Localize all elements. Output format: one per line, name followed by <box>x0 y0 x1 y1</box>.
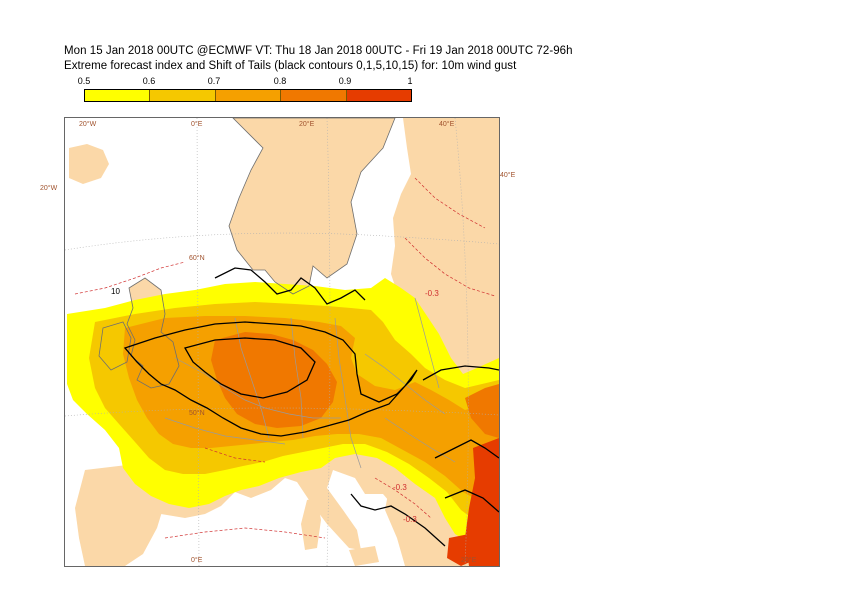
grid-label-bottom-0e: 0°E <box>191 557 203 564</box>
legend-swatch-0-7-0-8 <box>215 90 282 101</box>
grid-label-top-20e: 20°E <box>299 121 315 128</box>
legend-swatch-0-9-1 <box>346 90 412 101</box>
grid-label-left-20w: 20°W <box>40 185 58 192</box>
grid-label-right-40e: 40°E <box>500 172 516 179</box>
legend-swatch-0-8-0-9 <box>281 90 347 101</box>
negative-efi-contours <box>74 177 496 539</box>
coastlines <box>98 118 396 389</box>
sot-contour-southeast-2 <box>444 489 499 513</box>
legend-label-0-6: 0.6 <box>142 76 156 86</box>
sot-contour-main <box>123 321 418 437</box>
grid-label-bottom-20e: 20°E <box>461 557 477 564</box>
map-canvas: -0.3 -0.3 -0.3 10 <box>65 118 499 566</box>
contour-labels: -0.3 -0.3 -0.3 10 <box>111 287 439 524</box>
sot-contour-inner <box>184 337 316 399</box>
legend-label-0-5: 0.5 <box>77 76 91 86</box>
efi-region-0-9-greece <box>447 534 479 566</box>
chart-title-line-1: Mon 15 Jan 2018 00UTC @ECMWF VT: Thu 18 … <box>64 45 573 57</box>
contour-label-neg03-c: -0.3 <box>403 515 417 524</box>
balkans-land <box>385 478 453 566</box>
sot-contour-southeast <box>434 439 499 459</box>
sicily-land <box>349 546 379 566</box>
sot-contour-east <box>422 365 499 381</box>
grid-label-top-40e: 40°E <box>439 121 455 128</box>
grid-label-top-20w: 20°W <box>79 121 97 128</box>
legend-label-0-9: 0.9 <box>338 76 352 86</box>
efi-region-0-8-east <box>465 384 499 438</box>
graticule <box>65 118 499 566</box>
legend-swatch-0-6-0-7 <box>150 90 216 101</box>
legend-label-1: 1 <box>407 76 413 86</box>
efi-region-0-8 <box>211 332 337 428</box>
shift-of-tails-contours <box>123 267 499 547</box>
sot-contour-south <box>350 493 446 547</box>
corsica-sardinia-land <box>301 498 321 550</box>
legend-color-bar <box>84 89 412 102</box>
sot-contour-north <box>214 267 366 305</box>
chart-title-line-2: Extreme forecast index and Shift of Tail… <box>64 60 517 72</box>
scandinavia-land <box>229 118 395 294</box>
legend-label-0-8: 0.8 <box>273 76 287 86</box>
efi-shading-layer <box>67 278 499 566</box>
efi-region-0-9 <box>465 438 499 566</box>
contour-label-neg03-b: -0.3 <box>393 483 407 492</box>
grid-label-top-0e: 0°E <box>191 121 203 128</box>
efi-map: -0.3 -0.3 -0.3 10 20°W 0°E 20°E 40°E 60°… <box>64 117 500 567</box>
iceland-land <box>69 144 109 184</box>
legend-label-0-7: 0.7 <box>207 76 221 86</box>
grid-label-50n: 50°N <box>189 410 205 417</box>
grid-label-60n: 60°N <box>189 255 205 262</box>
contour-label-pos10: 10 <box>111 287 120 296</box>
contour-label-neg03-a: -0.3 <box>425 289 439 298</box>
efi-color-legend: 0.5 0.6 0.7 0.8 0.9 1 <box>78 76 413 102</box>
legend-swatch-0-5-0-6 <box>85 90 151 101</box>
